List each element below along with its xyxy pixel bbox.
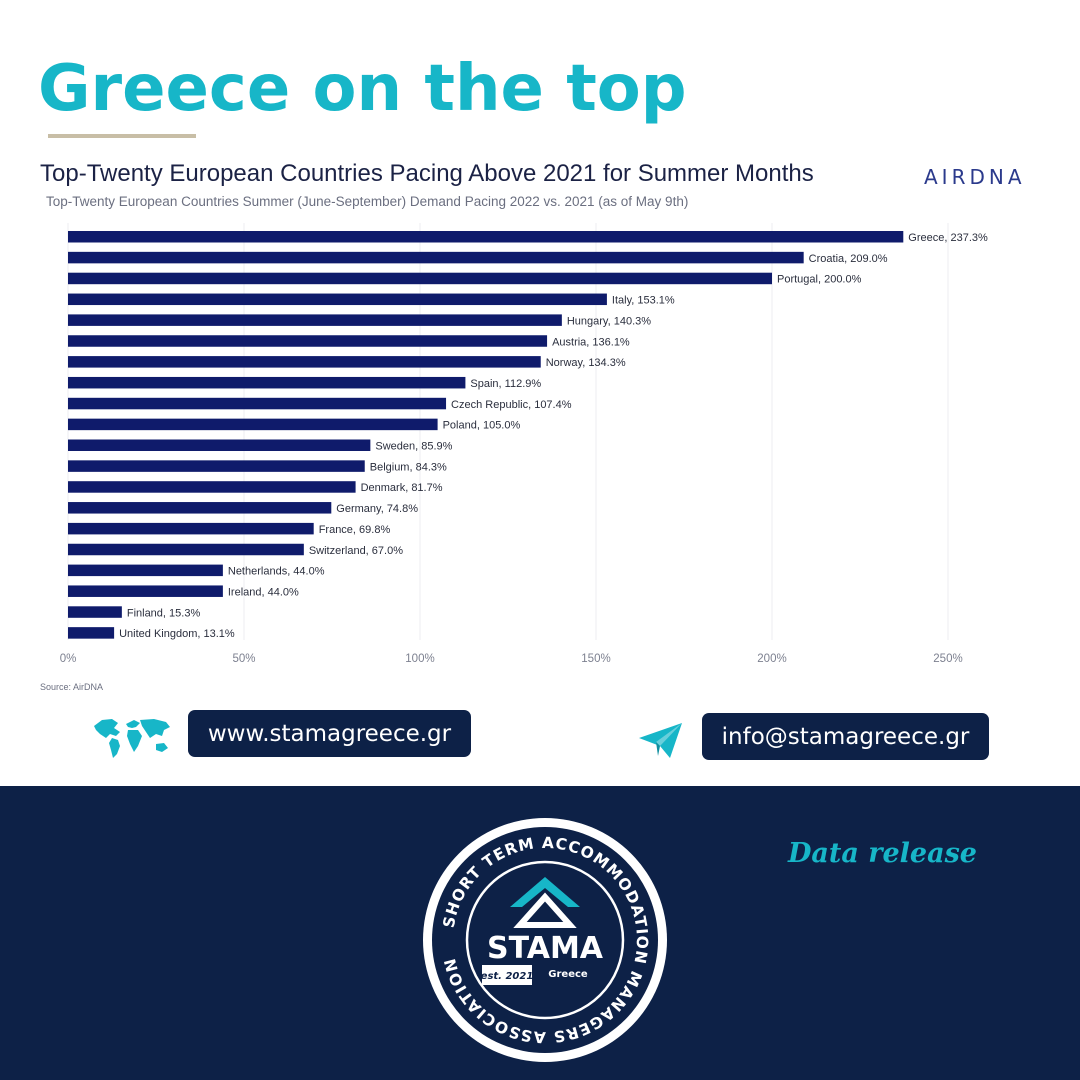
x-tick-label: 0%	[60, 653, 77, 665]
bar	[68, 418, 438, 431]
bar-label: Italy, 153.1%	[612, 295, 675, 307]
bar-label: Austria, 136.1%	[552, 336, 630, 348]
email-link[interactable]: info@stamagreece.gr	[702, 713, 989, 760]
bar-label: Ireland, 44.0%	[228, 586, 299, 598]
bar-label: Hungary, 140.3%	[567, 315, 651, 327]
bar-label: Norway, 134.3%	[546, 357, 626, 369]
bar-label: Germany, 74.8%	[336, 503, 418, 515]
x-tick-label: 150%	[581, 653, 610, 665]
paper-plane-icon	[639, 723, 682, 758]
bar	[68, 502, 332, 514]
bar-label: Greece, 237.3%	[908, 232, 988, 244]
bar-label: Spain, 112.9%	[470, 378, 541, 390]
bar-label: Croatia, 209.0%	[809, 253, 888, 265]
bar	[68, 314, 562, 326]
bar-label: Finland, 15.3%	[127, 607, 201, 619]
bar-label: France, 69.8%	[319, 524, 391, 536]
airdna-logo: AIRDNA	[924, 165, 1026, 189]
website-link[interactable]: www.stamagreece.gr	[188, 710, 471, 757]
bar-label: Belgium, 84.3%	[370, 461, 447, 473]
x-tick-label: 50%	[232, 653, 255, 665]
bar-label: Netherlands, 44.0%	[228, 566, 325, 578]
chart-source: Source: AirDNA	[40, 682, 104, 692]
badge-name: STAMA	[487, 931, 604, 966]
bar	[68, 335, 548, 347]
bar	[68, 606, 122, 618]
bar	[68, 460, 365, 472]
bar	[68, 272, 772, 285]
x-tick-label: 200%	[757, 653, 786, 665]
bar	[68, 543, 304, 556]
bar	[68, 356, 541, 368]
chart-title: Top-Twenty European Countries Pacing Abo…	[40, 160, 814, 187]
bar	[68, 251, 804, 264]
x-tick-label: 100%	[405, 653, 434, 665]
bar	[68, 293, 607, 306]
bar-label: Switzerland, 67.0%	[309, 545, 403, 557]
world-map-icon	[94, 719, 170, 758]
bar-label: Czech Republic, 107.4%	[451, 399, 572, 411]
chart-subtitle: Top-Twenty European Countries Summer (Ju…	[46, 194, 689, 209]
bar-label: Sweden, 85.9%	[375, 441, 452, 453]
bar	[68, 564, 223, 577]
bar-label: United Kingdom, 13.1%	[119, 628, 235, 640]
stama-badge-logo: SHORT TERM ACCOMMODATION MANAGERS ASSOCI…	[423, 818, 667, 1062]
bar	[68, 522, 314, 535]
bar	[68, 397, 447, 410]
bar-label: Poland, 105.0%	[443, 420, 521, 432]
data-release-tagline: Data release	[788, 838, 977, 869]
bar	[68, 376, 466, 389]
headline-underline	[48, 134, 196, 138]
x-tick-label: 250%	[933, 653, 962, 665]
bar	[68, 481, 356, 493]
badge-country: Greece	[548, 969, 588, 980]
bar-label: Portugal, 200.0%	[777, 274, 862, 286]
bar	[68, 627, 115, 639]
bar-chart: 0% 50% 100% 150% 200% 250% Greece, 237.3% Croat…	[60, 223, 988, 665]
bar	[68, 439, 371, 451]
bar-label: Denmark, 81.7%	[361, 482, 443, 494]
bar	[68, 231, 904, 243]
badge-est: est. 2021	[481, 971, 534, 982]
bar	[68, 585, 223, 597]
page-headline: Greece on the top	[38, 52, 687, 126]
